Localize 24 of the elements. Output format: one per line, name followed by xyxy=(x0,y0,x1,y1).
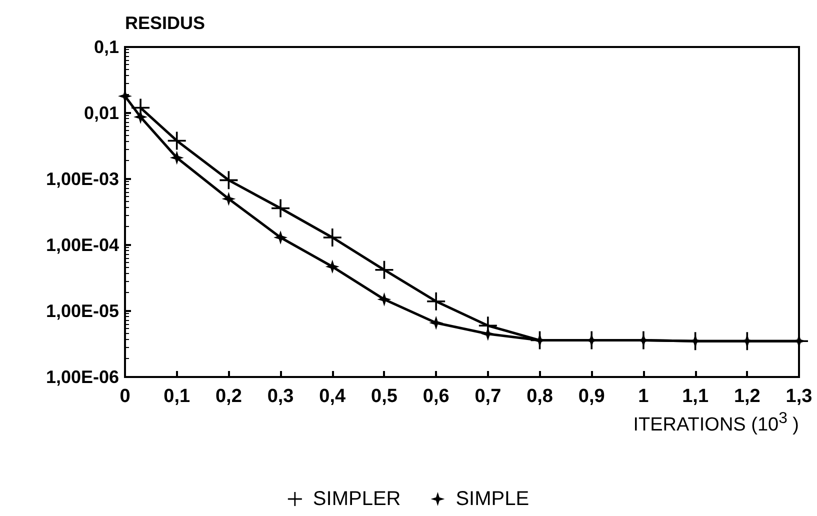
x-tick-label: 0,9 xyxy=(578,386,605,407)
y-tick-label: 1,00E-06 xyxy=(46,367,119,387)
x-tick-label: 0,3 xyxy=(267,386,294,407)
legend-label: SIMPLE xyxy=(456,488,530,510)
x-tick-label: 0,8 xyxy=(526,386,553,407)
x-axis-title: ITERATIONS (10$^{3}$ ) xyxy=(633,410,799,436)
x-tick-label: 0,7 xyxy=(474,386,502,407)
y-tick-label: 1,00E-05 xyxy=(46,301,119,321)
x-tick-label: 0,6 xyxy=(422,386,450,407)
x-tick-label: 1,2 xyxy=(734,386,760,407)
y-tick-label: 1,00E-04 xyxy=(46,235,119,255)
x-tick-label: 0 xyxy=(120,386,130,407)
legend-label: SIMPLER xyxy=(312,488,401,510)
x-tick-label: 1,1 xyxy=(682,386,709,407)
x-tick-label: 0,1 xyxy=(164,386,190,407)
y-tick-label: 1,00E-03 xyxy=(46,169,119,189)
x-tick-label: 0,2 xyxy=(215,386,242,407)
x-tick-label: 1 xyxy=(638,386,650,407)
y-tick-label: 0,1 xyxy=(94,37,119,57)
y-tick-label: 0,01 xyxy=(84,103,119,123)
x-tick-label: 1,3 xyxy=(786,386,812,407)
x-tick-label: 0,4 xyxy=(319,386,346,407)
x-tick-label: 0,5 xyxy=(371,386,398,407)
y-axis-title: RESIDUS xyxy=(125,13,206,33)
